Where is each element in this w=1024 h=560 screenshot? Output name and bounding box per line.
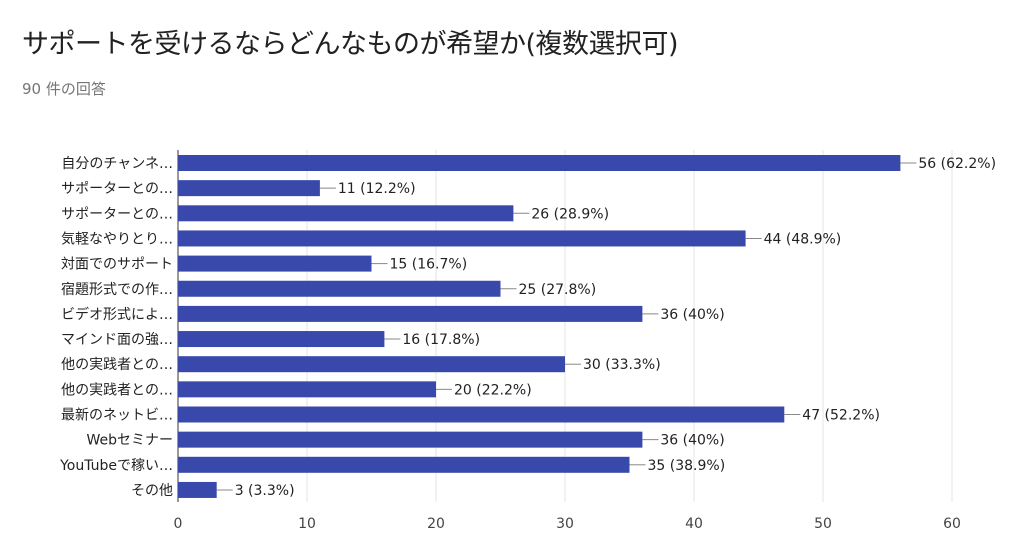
x-tick-label: 40 (685, 516, 703, 532)
category-label: 対面でのサポート (61, 257, 173, 273)
bar (178, 255, 372, 272)
x-tick-label: 30 (556, 516, 574, 532)
data-label: 3 (3.3%) (235, 483, 295, 499)
data-label: 35 (38.9%) (648, 458, 726, 474)
category-label: 他の実践者との… (61, 382, 173, 398)
bar (178, 155, 901, 171)
x-tick-label: 10 (298, 516, 316, 532)
x-tick-label: 20 (427, 516, 445, 532)
category-label: サポーターとの… (61, 206, 173, 222)
category-label: 最新のネットビ… (61, 408, 173, 424)
category-label: 気軽なやりとり… (61, 231, 173, 247)
data-label: 11 (12.2%) (338, 181, 416, 197)
bar (178, 456, 630, 473)
bar (178, 431, 643, 448)
x-tick-label: 50 (814, 516, 832, 532)
response-count: 90 件の回答 (22, 80, 106, 98)
data-label: 44 (48.9%) (764, 231, 842, 247)
chart-title: サポートを受けるならどんなものが希望か(複数選択可) (22, 29, 679, 60)
category-label: YouTubeで稼い… (59, 458, 173, 474)
bar (178, 481, 217, 498)
data-label: 36 (40%) (660, 307, 724, 323)
category-label: 自分のチャンネ… (61, 156, 173, 172)
bar (178, 406, 785, 423)
category-label: Webセミナー (86, 433, 173, 449)
data-label: 15 (16.7%) (390, 257, 468, 273)
data-label: 25 (27.8%) (519, 282, 597, 298)
bar (178, 331, 385, 348)
data-label: 30 (33.3%) (583, 357, 661, 373)
category-label: ビデオ形式によ… (61, 306, 173, 323)
category-label: その他 (131, 483, 173, 499)
bar (178, 381, 436, 398)
data-label: 56 (62.2%) (918, 156, 996, 172)
x-tick-label: 0 (174, 516, 183, 532)
data-label: 20 (22.2%) (454, 382, 532, 398)
bar (178, 180, 320, 197)
bar (178, 305, 643, 322)
data-label: 26 (28.9%) (531, 206, 609, 222)
x-tick-label: 60 (943, 516, 961, 532)
bar (178, 356, 565, 373)
data-label: 16 (17.8%) (402, 332, 480, 348)
category-label: マインド面の強… (61, 332, 173, 348)
data-label: 47 (52.2%) (802, 408, 880, 424)
category-label: 宿題形式での作… (61, 281, 173, 298)
bar (178, 230, 746, 247)
category-label: 他の実践者との… (61, 357, 173, 373)
category-label: サポーターとの… (61, 181, 173, 197)
data-label: 36 (40%) (660, 433, 724, 449)
bar (178, 205, 514, 222)
bar (178, 280, 501, 297)
